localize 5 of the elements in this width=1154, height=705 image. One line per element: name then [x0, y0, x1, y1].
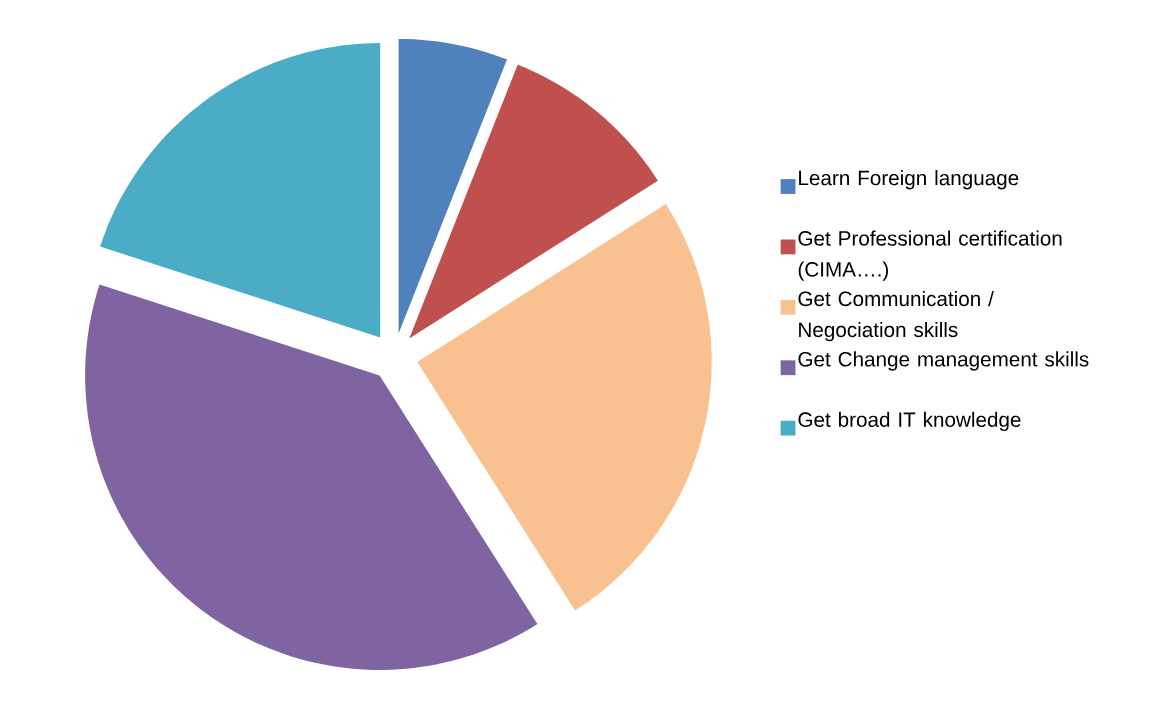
legend-label: Get broad IT knowledge — [798, 412, 1021, 432]
legend-label: Get Change management skills — [798, 351, 1089, 371]
legend-label: Learn Foreign language — [799, 170, 1019, 190]
legend-label: Get Professional certification (CIMA….) — [798, 230, 1062, 282]
legend-label: Get Communication / Negociation skills — [798, 291, 994, 342]
